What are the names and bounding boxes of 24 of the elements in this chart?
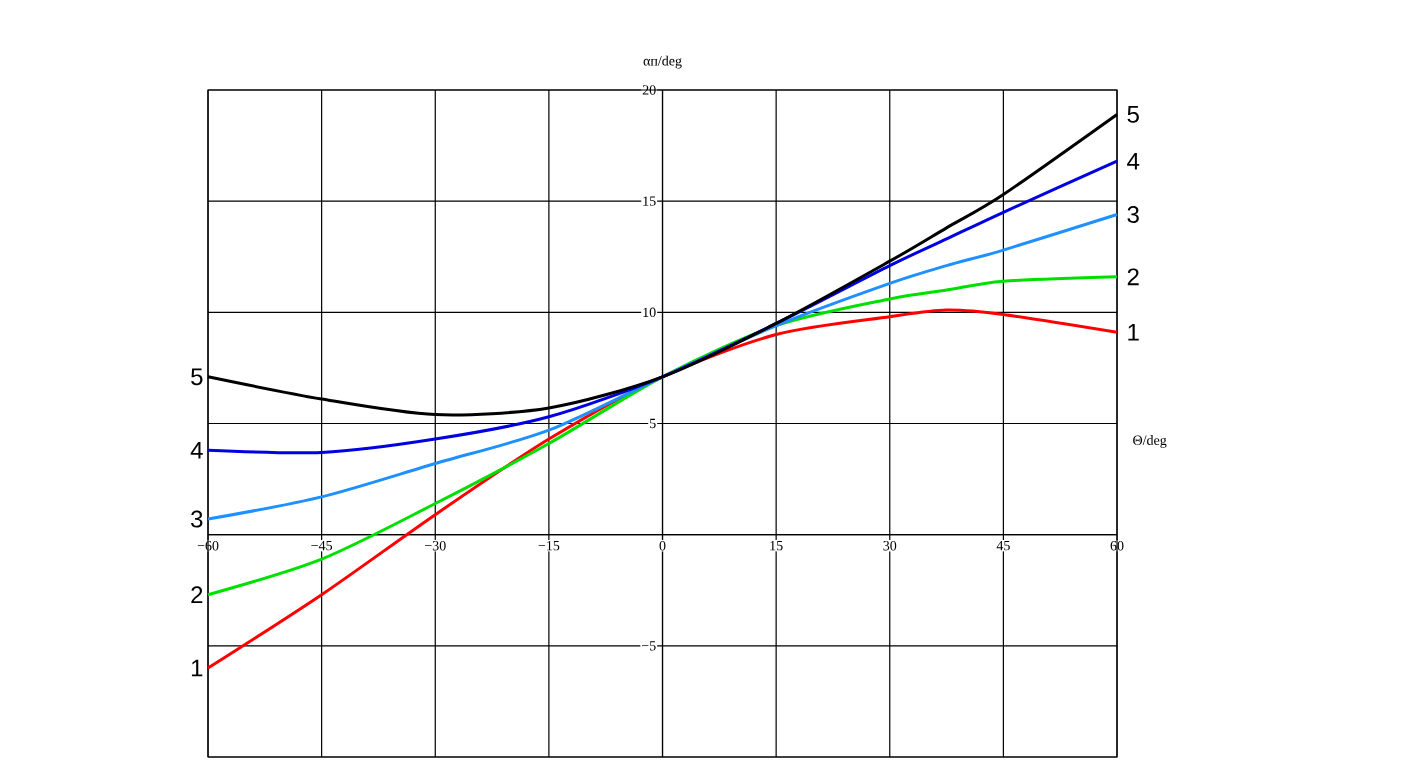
x-tick-label: 0 (659, 540, 666, 551)
x-tick-label: 30 (883, 540, 897, 551)
text: 2 (1127, 268, 1139, 286)
x-tick-label: 15 (770, 540, 783, 551)
text: 4 (1127, 152, 1140, 170)
text: 3 (1127, 206, 1139, 223)
text: 1 (1128, 324, 1139, 341)
y-tick-label: 5 (650, 418, 656, 429)
series-label: 3 (191, 510, 203, 528)
text: 5 (1127, 106, 1139, 123)
y-tick-label: 20 (642, 85, 656, 95)
y-tick-label: −5 (641, 641, 656, 651)
series-label: 5 (191, 368, 203, 386)
y-tick-label: 15 (643, 196, 656, 206)
series-label: 4 (190, 441, 203, 459)
series-label: 1 (191, 659, 203, 677)
x-tick-label: −45 (311, 540, 333, 551)
y-axis-title: αп/deg (643, 55, 682, 69)
series-label: 2 (191, 586, 203, 604)
y-tick-label: 10 (643, 307, 656, 318)
x-axis-title: Θ/deg (1133, 435, 1167, 448)
x-tick-label: −15 (538, 540, 560, 551)
x-tick-label: −30 (425, 540, 446, 551)
x-tick-label: 45 (996, 540, 1010, 551)
